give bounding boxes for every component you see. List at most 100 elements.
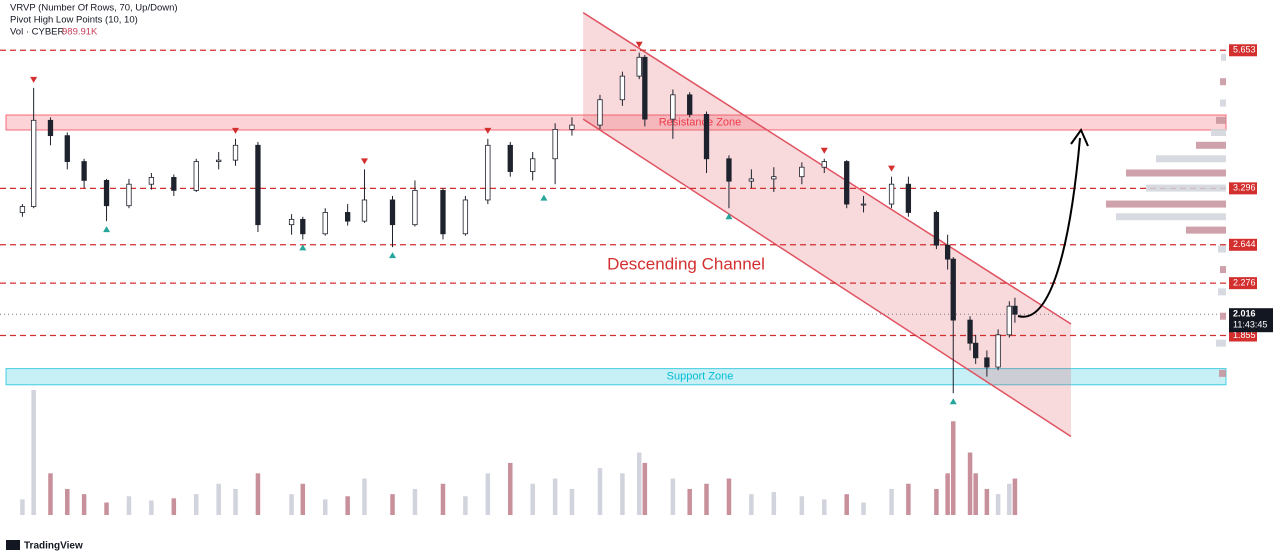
channel-label: Descending Channel: [607, 254, 765, 273]
pivot-low: [389, 252, 397, 259]
candle-body: [973, 342, 979, 359]
level-label: 5.653: [1233, 45, 1256, 55]
volume-bar: [597, 468, 603, 515]
indicator-label: VRVP (Number Of Rows, 70, Up/Down): [10, 3, 178, 14]
candle-body: [552, 128, 558, 160]
candle-body: [905, 183, 912, 213]
candle-body: [860, 203, 867, 206]
candle-body: [569, 124, 575, 130]
candle-body: [748, 178, 755, 182]
profile-bar: [1146, 184, 1226, 192]
profile-bar: [1218, 288, 1226, 296]
volume-bar: [149, 500, 154, 515]
level-tag: [1229, 182, 1257, 195]
volume-bar: [194, 494, 199, 515]
pivot-low: [949, 398, 957, 405]
profile-bar: [1218, 245, 1226, 253]
level-label: 1.855: [1233, 330, 1256, 340]
level-label: 2.644: [1233, 239, 1256, 249]
profile-bar: [1156, 155, 1226, 163]
volume-bar: [934, 488, 939, 515]
candle-body: [950, 258, 956, 321]
volume-bar: [65, 488, 70, 515]
volume-bar: [390, 494, 395, 515]
profile-bar: [1216, 116, 1226, 124]
volume-bar: [255, 473, 261, 515]
profile-bar: [1216, 339, 1226, 347]
volume-bar: [799, 496, 805, 515]
candle-body: [462, 199, 469, 235]
candle-body: [944, 244, 951, 260]
volume-bar: [81, 494, 87, 515]
candle-body: [171, 177, 177, 191]
profile-bar: [1219, 369, 1226, 377]
pivot-low: [540, 194, 548, 201]
volume-bar: [126, 496, 132, 515]
volume-bar: [171, 498, 177, 515]
candle-body: [703, 114, 710, 160]
volume-bar: [1012, 478, 1018, 515]
volume-bar: [216, 483, 221, 515]
candle-body: [1006, 305, 1012, 336]
profile-bar: [1211, 128, 1226, 136]
pivot-low: [103, 226, 111, 233]
volume-bar: [967, 452, 973, 515]
volume-bar: [48, 473, 53, 515]
candle-body: [440, 189, 446, 235]
profile-bar: [1186, 226, 1226, 234]
volume-value: 989.91K: [62, 27, 98, 38]
candle-body: [64, 135, 70, 162]
volume: [20, 390, 1018, 515]
volume-bar: [345, 496, 350, 515]
pivot-high: [888, 165, 896, 172]
candle-body: [300, 218, 306, 235]
profile-bar: [1126, 169, 1226, 177]
profile-bar: [1220, 99, 1226, 107]
candle-body: [687, 94, 693, 115]
candles: [19, 52, 1018, 394]
volume-bar: [749, 494, 754, 515]
volume-bar: [889, 488, 894, 515]
volume-bar: [861, 502, 866, 515]
brand-logo: [6, 540, 20, 550]
profile-bar: [1196, 141, 1226, 149]
volume-bar: [950, 421, 956, 515]
last-price-label: 2.016: [1233, 309, 1256, 319]
candle-body: [193, 161, 199, 191]
volume-bar: [322, 499, 328, 515]
level-label: 2.276: [1233, 278, 1256, 288]
candle-body: [30, 119, 37, 207]
pivot-high: [484, 127, 492, 134]
volume-bar: [104, 502, 109, 515]
candle-body: [642, 56, 648, 120]
volume-bar: [822, 499, 827, 515]
candle-body: [81, 161, 87, 181]
volume-bar: [362, 478, 367, 515]
candle-body: [619, 75, 626, 101]
volume-bar: [569, 488, 575, 515]
level-label: 3.296: [1233, 183, 1256, 193]
volume-bar: [485, 473, 491, 515]
volume-bar: [995, 494, 1001, 515]
volume-profile: [1106, 53, 1226, 377]
volume-bar: [906, 483, 911, 515]
candle-body: [148, 177, 155, 185]
candle-body: [47, 119, 54, 137]
candle-body: [844, 161, 850, 205]
candle-body: [255, 144, 261, 226]
pivot-low: [725, 213, 733, 220]
last-price-tag: [1229, 308, 1273, 333]
volume-bar: [463, 496, 468, 515]
candle-body: [636, 56, 642, 77]
volume-label: Vol · CYBER: [10, 27, 65, 38]
profile-bar: [1106, 200, 1226, 208]
zone-label: Resistance Zone: [659, 116, 742, 128]
volume-bar: [973, 473, 978, 515]
candle-body: [888, 183, 895, 205]
projection-arrow: [1017, 137, 1081, 318]
volume-bar: [552, 478, 558, 515]
pivot-high: [360, 158, 368, 165]
candle-body: [670, 94, 676, 120]
